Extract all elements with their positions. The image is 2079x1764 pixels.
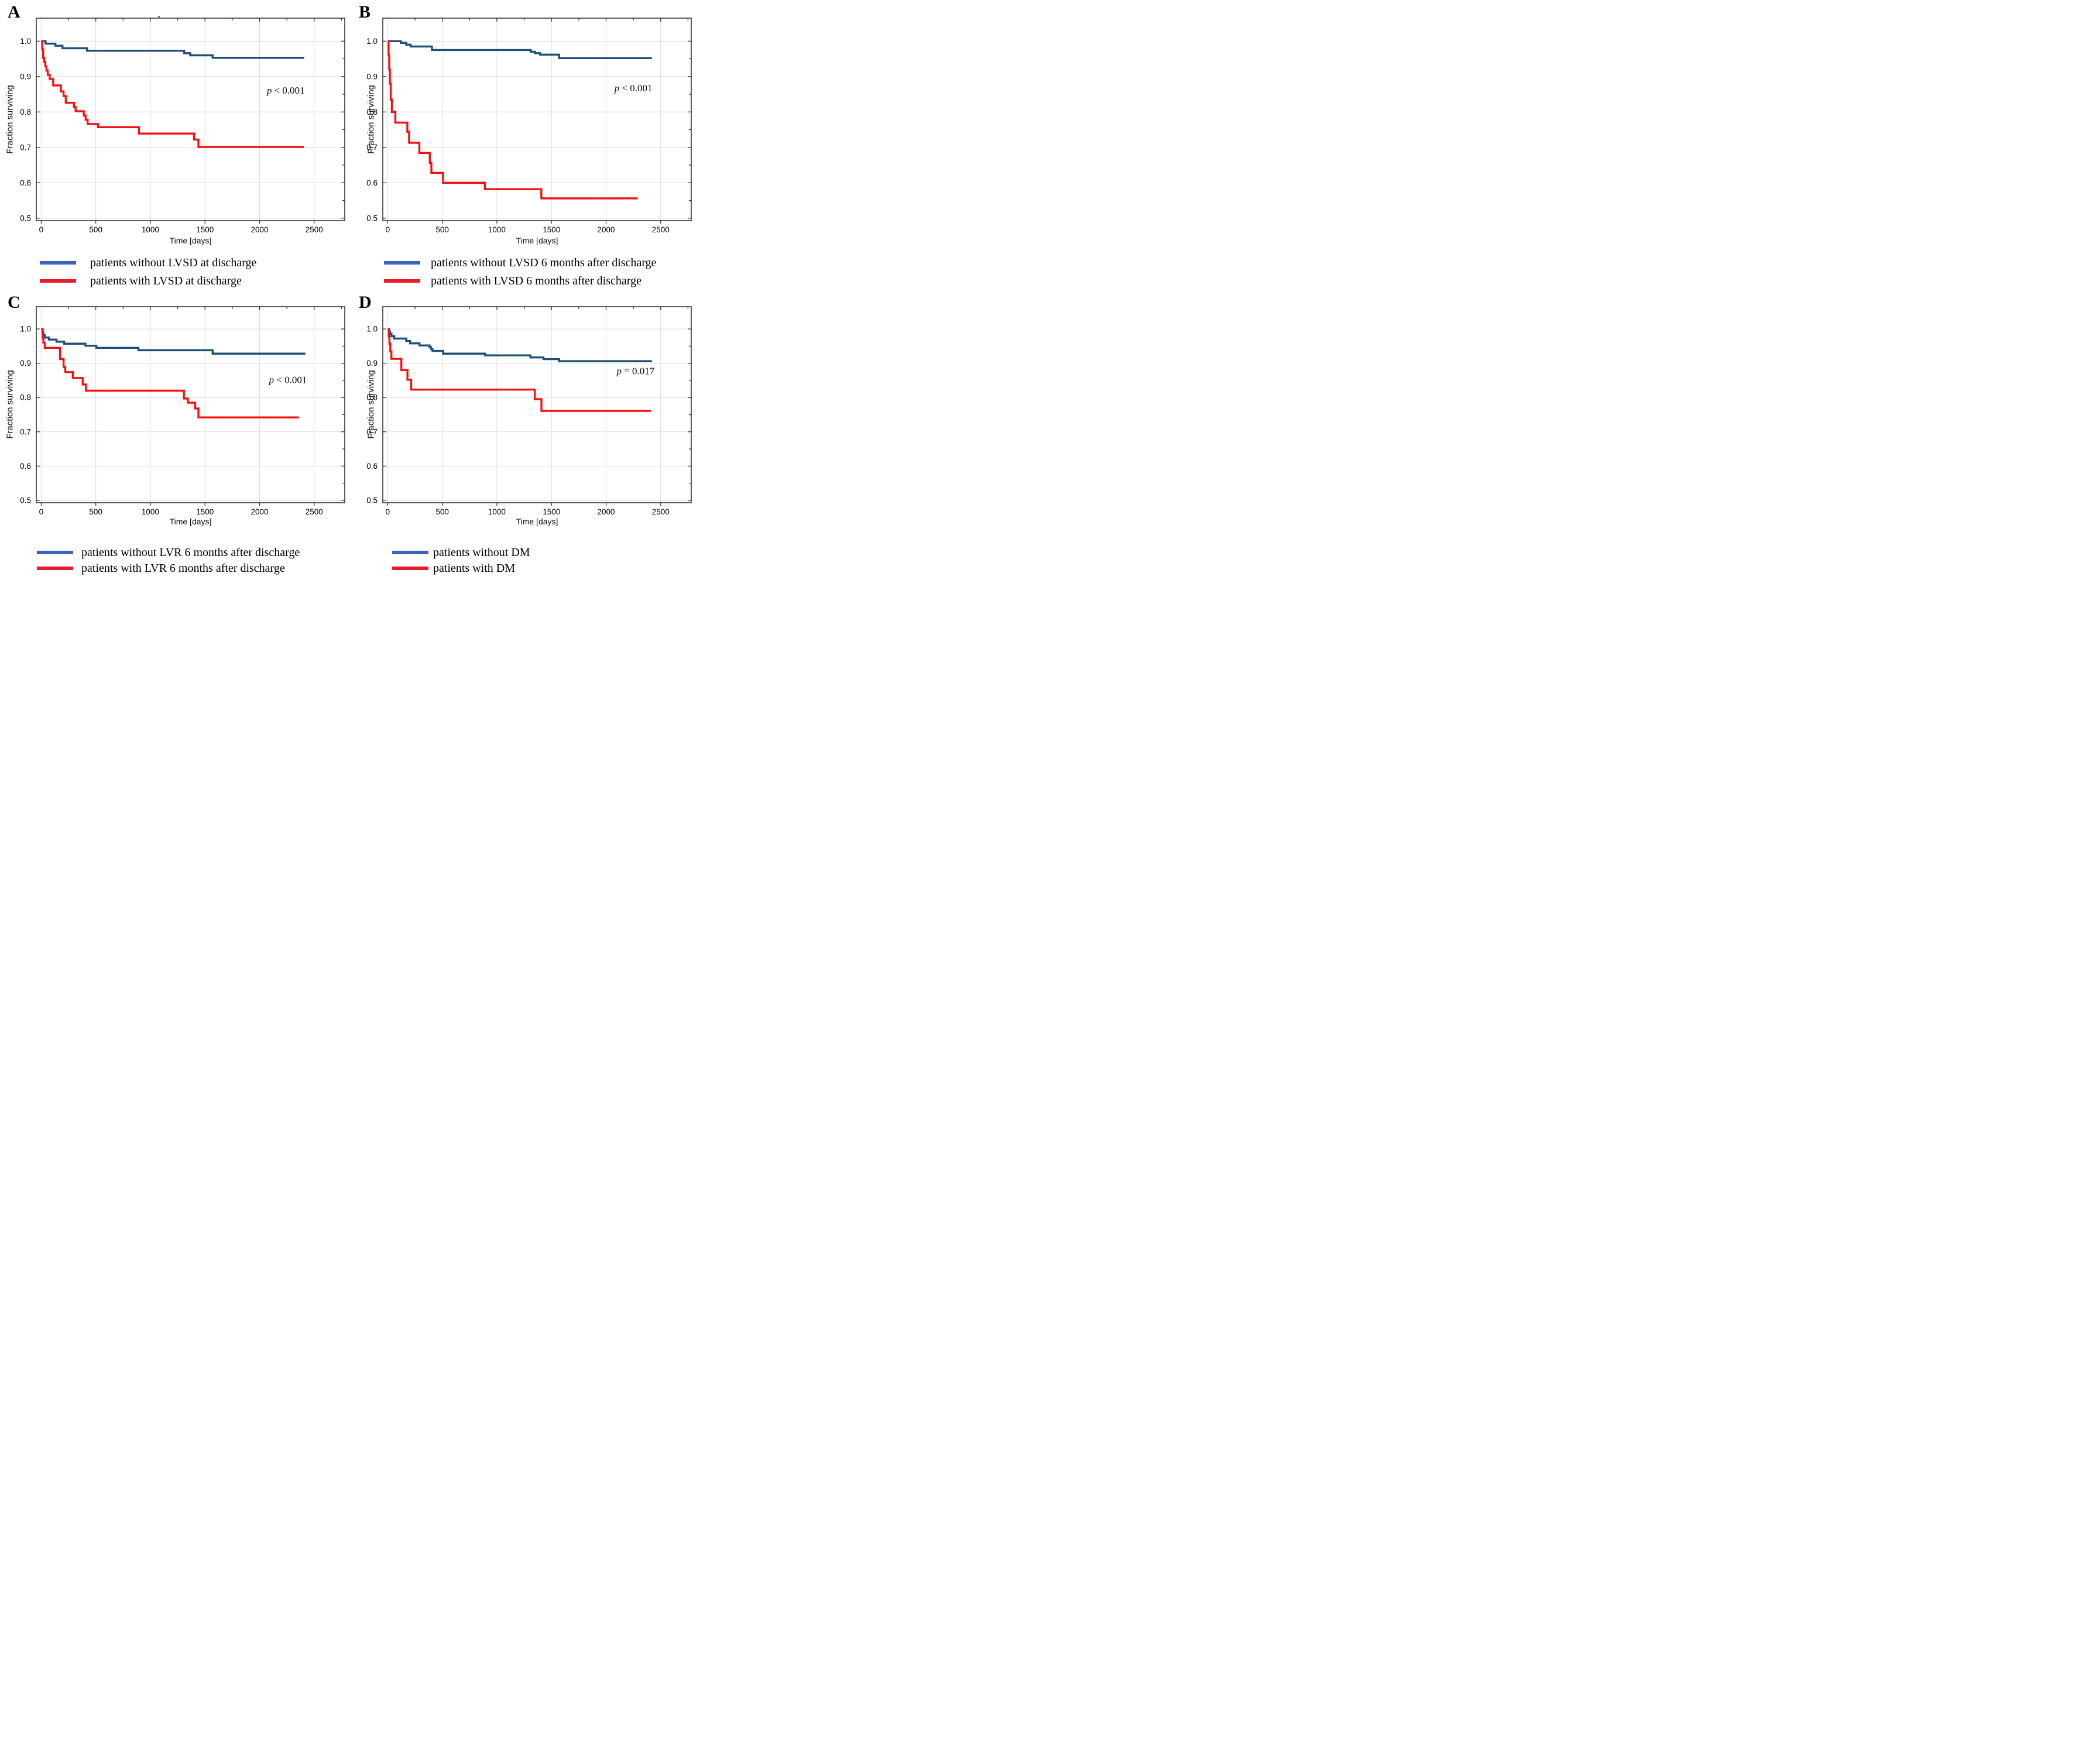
km-plot-a: 0 500 1000 1500 2000 2500 1.0 0.9 0.8 0.7 0.6 0.5 p … xyxy=(20,18,345,234)
svg-text:p < 0.001: p < 0.001 xyxy=(614,83,653,94)
svg-text:0.8: 0.8 xyxy=(366,393,378,402)
legend-line-red-icon xyxy=(392,567,428,570)
legend-label: patients without DM xyxy=(433,545,530,559)
svg-text:2000: 2000 xyxy=(251,225,268,234)
panel-a: A Fraction surviving 0 500 1000 1500 2000 250… xyxy=(0,0,346,288)
x-axis-title: Time [days] xyxy=(516,517,558,526)
km-plot-b: 0 500 1000 1500 2000 2500 1.0 0.9 0.8 0.7 0.6 0.5 p … xyxy=(366,18,692,234)
legend-label: patients without LVSD at discharge xyxy=(90,256,257,269)
svg-text:500: 500 xyxy=(435,507,449,516)
panel-d: D Fraction surviving 0 500 1000 1500 2000 250… xyxy=(346,288,693,588)
svg-text:2500: 2500 xyxy=(652,225,670,234)
svg-text:0.9: 0.9 xyxy=(20,359,31,368)
svg-text:0.5: 0.5 xyxy=(366,496,378,505)
svg-text:0.7: 0.7 xyxy=(366,427,378,436)
svg-text:0.6: 0.6 xyxy=(20,179,31,187)
svg-text:500: 500 xyxy=(435,225,449,234)
svg-text:0.8: 0.8 xyxy=(20,108,31,116)
svg-text:1500: 1500 xyxy=(543,507,560,516)
svg-text:500: 500 xyxy=(89,225,102,234)
legend-line-blue-icon xyxy=(40,261,76,265)
svg-text:2500: 2500 xyxy=(652,507,670,516)
panel-c-letter: C xyxy=(8,293,20,312)
panel-a-letter: A xyxy=(8,2,20,22)
svg-text:0: 0 xyxy=(39,225,44,234)
legend-label: patients with LVR 6 months after dischar… xyxy=(81,561,285,575)
legend-row-blue: patients without LVR 6 months after disc… xyxy=(37,545,300,560)
legend-row-red: patients with LVSD at discharge xyxy=(40,274,242,288)
svg-text:1.0: 1.0 xyxy=(20,37,31,46)
legend-label: patients without LVSD 6 months after dis… xyxy=(431,256,657,269)
km-plot-d: 0 500 1000 1500 2000 2500 1.0 0.9 0.8 0.7 0.6 0.5 p … xyxy=(366,306,692,516)
panel-c: C Fraction surviving 0 500 1000 1500 2000 250… xyxy=(0,288,346,588)
legend-line-red-icon xyxy=(384,279,420,283)
panel-d-letter: D xyxy=(359,293,372,312)
legend-line-blue-icon xyxy=(392,551,428,554)
x-axis-title: Time [days] xyxy=(169,236,212,245)
svg-text:1500: 1500 xyxy=(543,225,560,234)
svg-text:2500: 2500 xyxy=(306,507,323,516)
svg-text:0.7: 0.7 xyxy=(20,143,31,152)
svg-text:0.7: 0.7 xyxy=(20,427,31,436)
svg-text:1500: 1500 xyxy=(196,507,214,516)
svg-text:0.5: 0.5 xyxy=(20,496,31,505)
svg-text:1500: 1500 xyxy=(196,225,214,234)
svg-text:1.0: 1.0 xyxy=(366,37,378,46)
svg-text:0.8: 0.8 xyxy=(20,393,31,402)
svg-text:0.9: 0.9 xyxy=(366,359,378,368)
x-axis-title: Time [days] xyxy=(516,236,558,245)
svg-text:0.6: 0.6 xyxy=(20,462,31,471)
svg-text:p = 0.017: p = 0.017 xyxy=(616,365,654,376)
svg-text:2000: 2000 xyxy=(597,507,615,516)
svg-text:0.6: 0.6 xyxy=(366,179,378,187)
svg-text:0.6: 0.6 xyxy=(366,462,378,471)
legend-line-blue-icon xyxy=(37,551,73,554)
svg-text:0.9: 0.9 xyxy=(20,72,31,81)
svg-text:1000: 1000 xyxy=(142,225,159,234)
legend-row-blue: patients without LVSD at discharge xyxy=(40,256,256,270)
legend-label: patients with LVSD 6 months after discha… xyxy=(431,274,641,287)
x-axis-title: Time [days] xyxy=(169,517,212,526)
legend-row-blue: patients without LVSD 6 months after dis… xyxy=(384,256,657,270)
legend-line-red-icon xyxy=(37,567,73,570)
svg-text:0: 0 xyxy=(386,507,390,516)
legend-line-blue-icon xyxy=(384,261,420,265)
stray-dot xyxy=(158,16,160,18)
svg-text:p < 0.001: p < 0.001 xyxy=(269,375,307,386)
legend-label: patients with LVSD at discharge xyxy=(90,274,242,287)
svg-text:p < 0.001: p < 0.001 xyxy=(266,85,305,96)
svg-text:0.9: 0.9 xyxy=(366,72,378,81)
svg-text:0: 0 xyxy=(386,225,390,234)
legend-line-red-icon xyxy=(40,279,76,283)
svg-text:1.0: 1.0 xyxy=(366,325,378,334)
legend-row-blue: patients without DM xyxy=(392,545,530,560)
km-plot-c: 0 500 1000 1500 2000 2500 1.0 0.9 0.8 0.7 0.6 0.5 p … xyxy=(20,306,345,516)
svg-text:500: 500 xyxy=(89,507,102,516)
svg-text:0.7: 0.7 xyxy=(366,143,378,152)
svg-text:0.5: 0.5 xyxy=(20,214,31,222)
svg-text:1.0: 1.0 xyxy=(20,325,31,334)
svg-text:2000: 2000 xyxy=(597,225,615,234)
legend-label: patients without LVR 6 months after disc… xyxy=(81,545,300,559)
survival-figure: A Fraction surviving 0 500 1000 1500 2000 250… xyxy=(0,0,693,588)
legend-row-red: patients with LVR 6 months after dischar… xyxy=(37,561,285,575)
svg-text:0.5: 0.5 xyxy=(366,214,378,222)
legend-row-red: patients with DM xyxy=(392,561,515,575)
svg-text:2000: 2000 xyxy=(251,507,268,516)
panel-b-letter: B xyxy=(359,2,371,22)
svg-text:2500: 2500 xyxy=(306,225,323,234)
svg-text:1000: 1000 xyxy=(488,507,506,516)
legend-label: patients with DM xyxy=(433,561,515,575)
svg-text:0.8: 0.8 xyxy=(366,108,378,116)
svg-text:0: 0 xyxy=(39,507,44,516)
y-axis-title: Fraction surviving xyxy=(5,370,15,439)
svg-text:1000: 1000 xyxy=(488,225,506,234)
svg-text:1000: 1000 xyxy=(142,507,159,516)
y-axis-title: Fraction surviving xyxy=(5,85,15,154)
legend-row-red: patients with LVSD 6 months after discha… xyxy=(384,274,641,288)
panel-b: B Fraction surviving 0 500 1000 1500 2000 250… xyxy=(346,0,693,288)
